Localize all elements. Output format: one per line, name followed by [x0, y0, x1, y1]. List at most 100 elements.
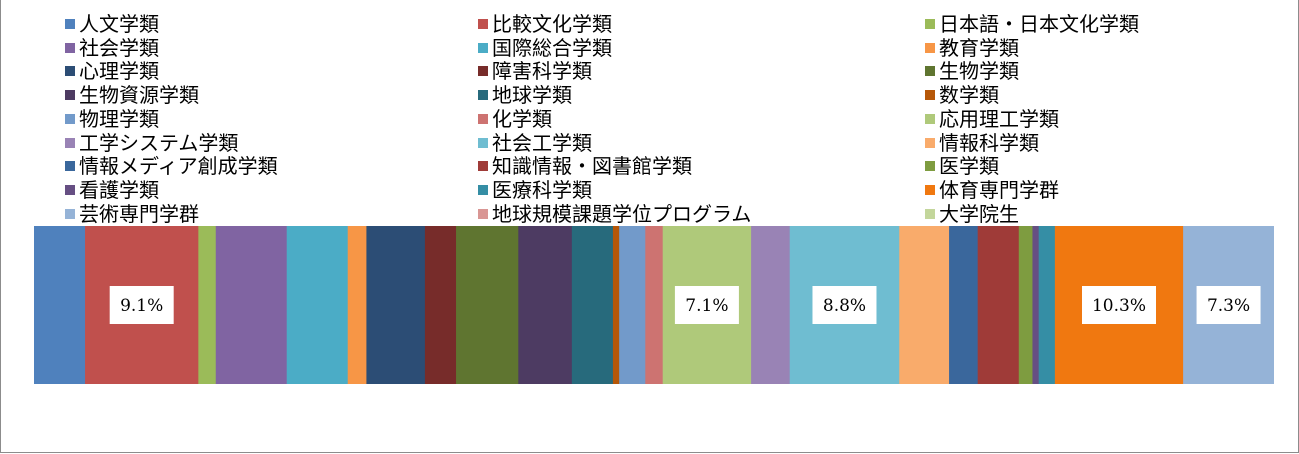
- legend-label: 大学院生: [939, 201, 1019, 226]
- bar-segment: [366, 226, 426, 384]
- legend-label: 比較文化学類: [492, 12, 612, 36]
- legend-swatch: [478, 42, 488, 53]
- legend-swatch: [478, 90, 488, 101]
- legend-item: 人文学類: [65, 13, 159, 35]
- bar-segment: [645, 226, 664, 384]
- legend-item: 社会学類: [65, 37, 159, 59]
- legend-item: 大学院生: [925, 203, 1019, 225]
- legend-item: 医学類: [925, 155, 999, 177]
- legend-item: 情報科学類: [925, 132, 1039, 154]
- legend-item: 地球学類: [478, 84, 572, 106]
- legend-item: 知識情報・図書館学類: [478, 155, 692, 177]
- bar-segment: [751, 226, 791, 384]
- legend-label: 数学類: [939, 83, 999, 108]
- legend-item: 日本語・日本文化学類: [925, 13, 1139, 35]
- legend-item: 化学類: [478, 108, 552, 130]
- bar-segment: [347, 226, 367, 384]
- legend-label: 地球学類: [492, 83, 572, 108]
- legend-item: 地球規模課題学位プログラム: [478, 203, 751, 225]
- data-label: 9.1%: [120, 296, 163, 316]
- legend-item: 医療科学類: [478, 179, 592, 201]
- legend-item: 体育専門学群: [925, 179, 1059, 201]
- legend-label: 社会学類: [79, 35, 159, 60]
- bar-segment: [518, 226, 573, 384]
- legend-item: 看護学類: [65, 179, 159, 201]
- legend-swatch: [65, 113, 75, 124]
- bar-segment: [612, 226, 620, 384]
- legend-item: 生物資源学類: [65, 84, 199, 106]
- legend-label: 生物学類: [939, 59, 1019, 84]
- legend-swatch: [65, 19, 75, 29]
- legend-swatch: [925, 208, 935, 219]
- legend-label: 心理学類: [79, 59, 159, 84]
- legend-label: 看護学類: [79, 177, 159, 202]
- legend-item: 数学類: [925, 84, 999, 106]
- legend-swatch: [65, 208, 75, 219]
- legend-swatch: [65, 42, 75, 53]
- bar-segment: [424, 226, 457, 384]
- bar-segment: [977, 226, 1020, 384]
- legend-item: 物理学類: [65, 108, 159, 130]
- legend-label: 知識情報・図書館学類: [492, 154, 692, 179]
- legend-item: 生物学類: [925, 60, 1019, 82]
- stacked-bar: 9.1% 7.1% 8.8% 10.3% 7.3%: [34, 226, 1274, 384]
- legend-label: 情報メディア創成学類: [79, 154, 278, 179]
- legend-item: 応用理工学類: [925, 108, 1059, 130]
- legend-label: 社会工学類: [492, 130, 592, 155]
- legend-item: 社会工学類: [478, 132, 592, 154]
- bar-segment: [571, 226, 614, 384]
- data-label-box: [1196, 286, 1261, 324]
- legend-item: 国際総合学類: [478, 37, 612, 59]
- legend-label: 芸術専門学群: [79, 201, 199, 226]
- bar-segment: [456, 226, 519, 384]
- data-label: 8.8%: [823, 296, 866, 316]
- bar-segment: [619, 226, 646, 384]
- legend-swatch: [65, 184, 75, 195]
- legend-swatch: [478, 161, 488, 172]
- legend-swatch: [478, 66, 488, 77]
- legend-swatch: [478, 19, 488, 29]
- legend-label: 医学類: [939, 154, 999, 179]
- legend-swatch: [478, 113, 488, 124]
- legend-item: 工学システム学類: [65, 132, 238, 154]
- legend-swatch: [65, 66, 75, 77]
- legend-label: 生物資源学類: [79, 83, 199, 108]
- legend-item: 芸術専門学群: [65, 203, 199, 225]
- legend-label: 地球規模課題学位プログラム: [492, 201, 752, 226]
- legend-item: 障害科学類: [478, 60, 592, 82]
- legend-swatch: [478, 184, 488, 195]
- plot-area: 9.1% 7.1% 8.8% 10.3% 7.3%: [34, 226, 1274, 384]
- legend-label: 日本語・日本文化学類: [939, 12, 1139, 36]
- data-label: 7.3%: [1207, 296, 1250, 316]
- legend-label: 体育専門学群: [939, 177, 1059, 202]
- legend-label: 応用理工学類: [939, 106, 1059, 131]
- legend-swatch: [478, 208, 488, 219]
- legend-label: 物理学類: [79, 106, 159, 131]
- bar-segment: [215, 226, 288, 384]
- legend-label: 情報科学類: [939, 130, 1039, 155]
- legend-swatch: [925, 137, 935, 148]
- data-label-box: [674, 286, 739, 324]
- bar-segment: [286, 226, 349, 384]
- legend-label: 工学システム学類: [79, 130, 239, 155]
- bar-segment: [34, 226, 86, 384]
- legend-item: 情報メディア創成学類: [65, 155, 278, 177]
- bar-segment: [949, 226, 979, 384]
- data-label-box: [109, 286, 174, 324]
- legend-label: 医療科学類: [492, 177, 592, 202]
- legend-item: 教育学類: [925, 37, 1019, 59]
- bar-segment: [198, 226, 217, 384]
- bar-segment: [1038, 226, 1056, 384]
- legend-label: 国際総合学類: [492, 35, 612, 60]
- bar-segment: [1032, 226, 1040, 384]
- bar-segment: [899, 226, 950, 384]
- legend-label: 障害科学類: [492, 59, 592, 84]
- legend-swatch: [925, 19, 935, 29]
- legend-swatch: [925, 42, 935, 53]
- legend-label: 人文学類: [79, 12, 159, 36]
- legend-label: 教育学類: [939, 35, 1019, 60]
- legend-swatch: [925, 66, 935, 77]
- legend-swatch: [925, 161, 935, 172]
- bar-segment: [1018, 226, 1033, 384]
